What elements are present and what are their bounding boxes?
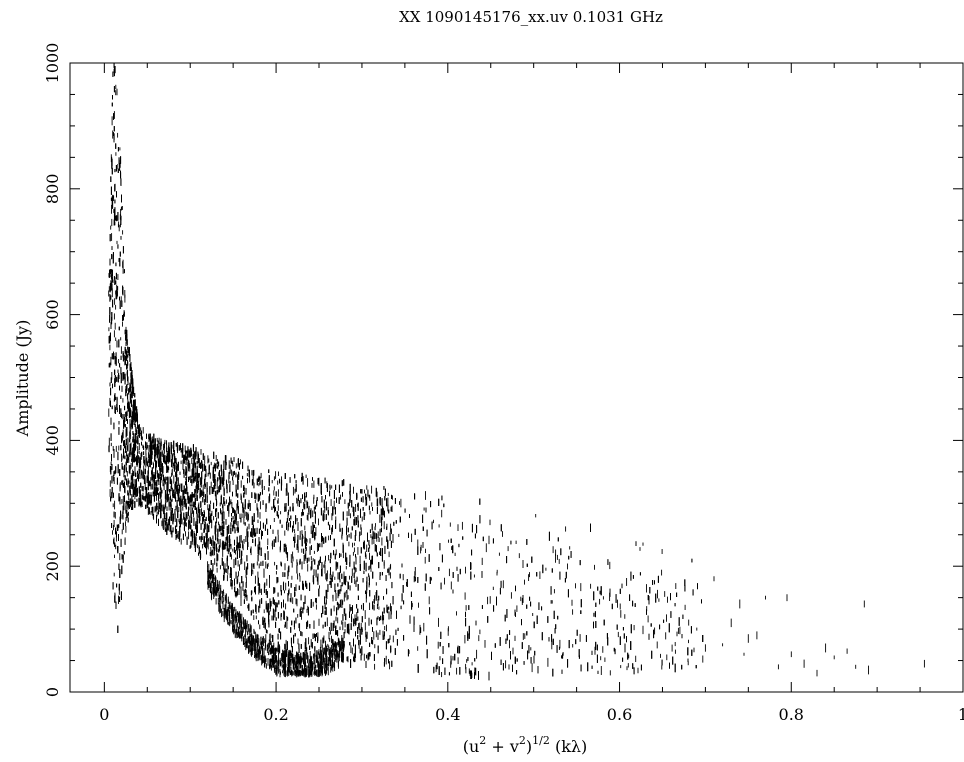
chart-title: XX 1090145176_xx.uv 0.1031 GHz [399, 8, 663, 26]
plot-frame [69, 62, 964, 693]
data-points [108, 63, 925, 681]
